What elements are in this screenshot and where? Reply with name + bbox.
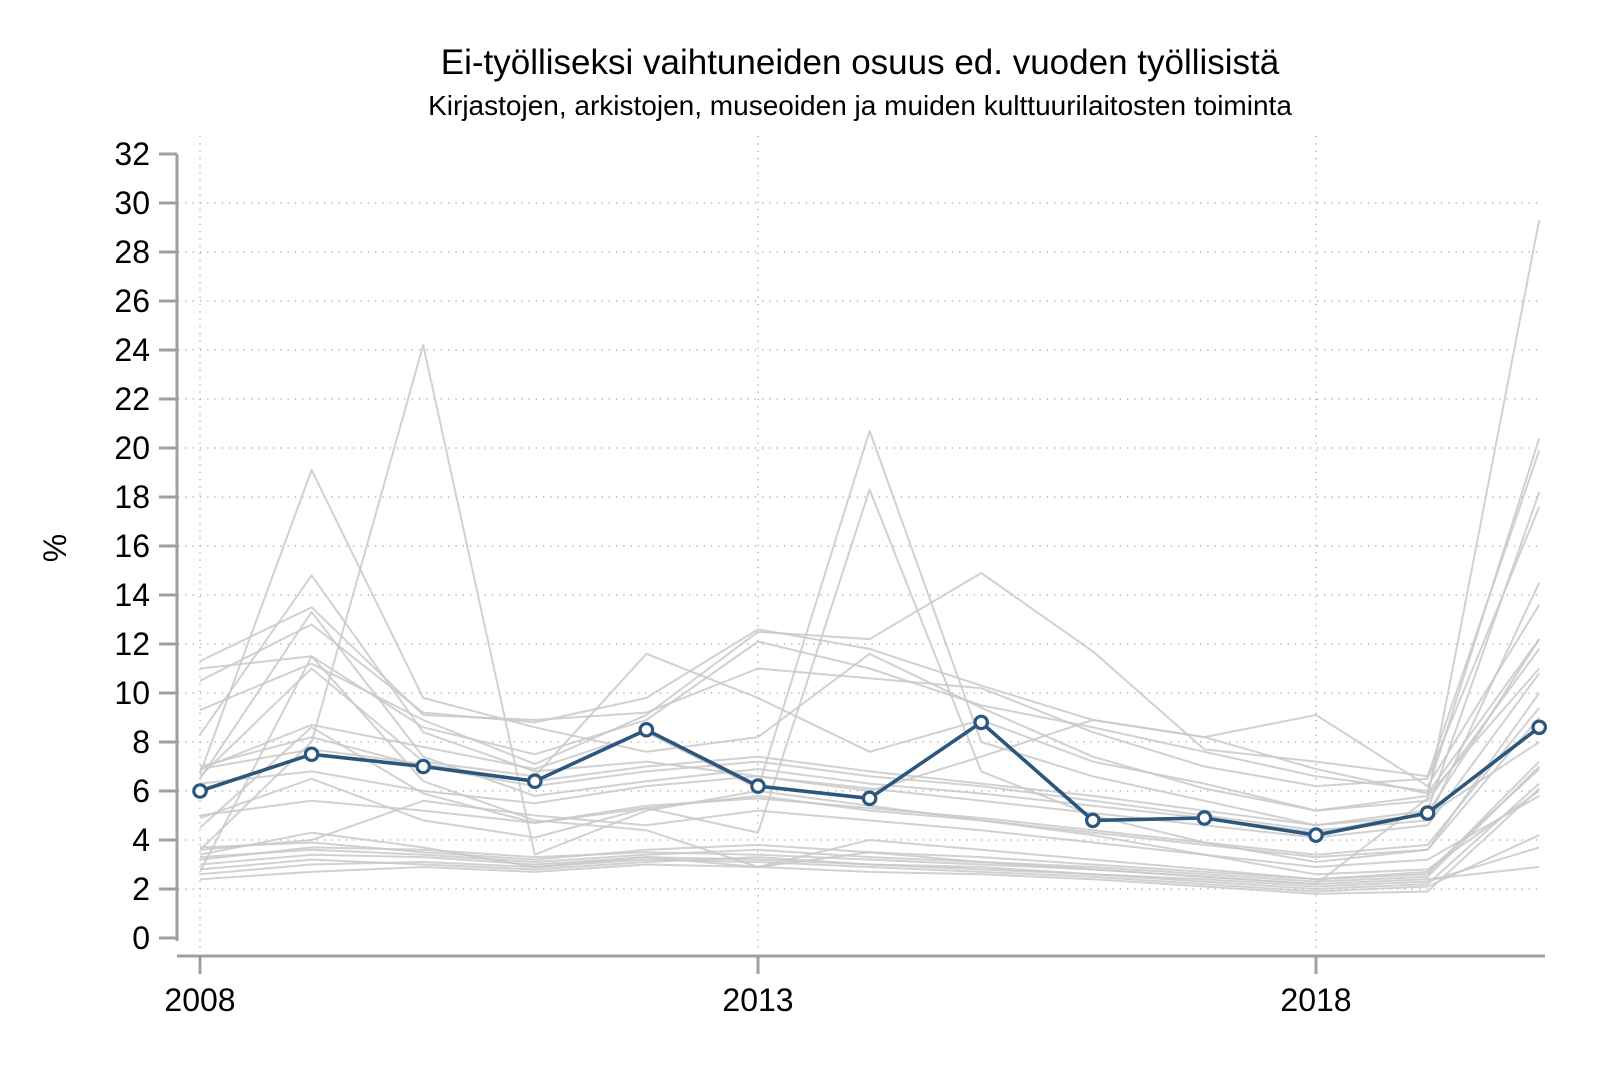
background-series-line: [199, 506, 1541, 788]
data-point-marker: [1531, 719, 1547, 736]
y-tick-label: 12: [114, 626, 150, 662]
background-series-line: [199, 765, 1540, 883]
data-point-marker: [303, 746, 320, 763]
background-series-line: [199, 795, 1540, 868]
background-series-line: [199, 692, 1541, 859]
data-point-marker: [861, 790, 878, 807]
data-point-marker: [415, 758, 431, 775]
y-axis-label: %: [37, 534, 73, 562]
y-tick-label: 28: [114, 234, 150, 270]
x-tick-label: 2013: [722, 982, 793, 1018]
y-tick-label: 16: [114, 528, 150, 564]
background-series-line: [199, 846, 1540, 888]
y-tick-label: 4: [132, 822, 150, 858]
data-point-marker: [973, 714, 989, 731]
data-point-marker: [1419, 805, 1436, 821]
y-tick-label: 22: [114, 381, 150, 417]
background-series-line: [199, 834, 1540, 893]
x-tick-label: 2018: [1280, 982, 1351, 1018]
data-point-marker: [638, 721, 655, 738]
grid-layer: [178, 136, 1542, 950]
background-series-line: [199, 450, 1541, 778]
y-tick-label: 26: [114, 283, 150, 319]
y-tick-label: 2: [132, 871, 150, 907]
y-tick-label: 6: [132, 773, 150, 809]
chart-title: Ei-työlliseksi vaihtuneiden osuus ed. vu…: [441, 43, 1280, 82]
background-series-line: [199, 846, 1540, 886]
background-series-line: [199, 469, 1541, 812]
y-tick-label: 10: [114, 675, 150, 711]
background-series-line: [199, 707, 1540, 856]
y-tick-label: 18: [114, 479, 150, 515]
data-point-marker: [192, 783, 208, 799]
y-tick-label: 24: [114, 332, 150, 368]
background-series-line: [199, 488, 1540, 863]
chart-subtitle: Kirjastojen, arkistojen, museoiden ja mu…: [428, 90, 1292, 121]
y-tick-label: 0: [132, 920, 150, 956]
y-tick-label: 14: [114, 577, 150, 613]
y-tick-label: 32: [114, 136, 150, 172]
background-series-line: [199, 437, 1541, 792]
background-series-line: [199, 655, 1540, 881]
background-series-line: [199, 604, 1541, 788]
data-point-marker: [1308, 827, 1324, 843]
background-series-line: [199, 787, 1540, 895]
y-tick-label: 8: [132, 724, 150, 760]
data-point-marker: [750, 778, 766, 794]
data-point-marker: [1085, 812, 1101, 829]
data-point-marker: [1196, 810, 1213, 826]
x-tick-label: 2008: [164, 982, 235, 1018]
y-tick-label: 20: [114, 430, 150, 466]
series-layer: [192, 219, 1547, 895]
y-tick-label: 30: [114, 185, 150, 221]
data-point-marker: [526, 773, 543, 789]
